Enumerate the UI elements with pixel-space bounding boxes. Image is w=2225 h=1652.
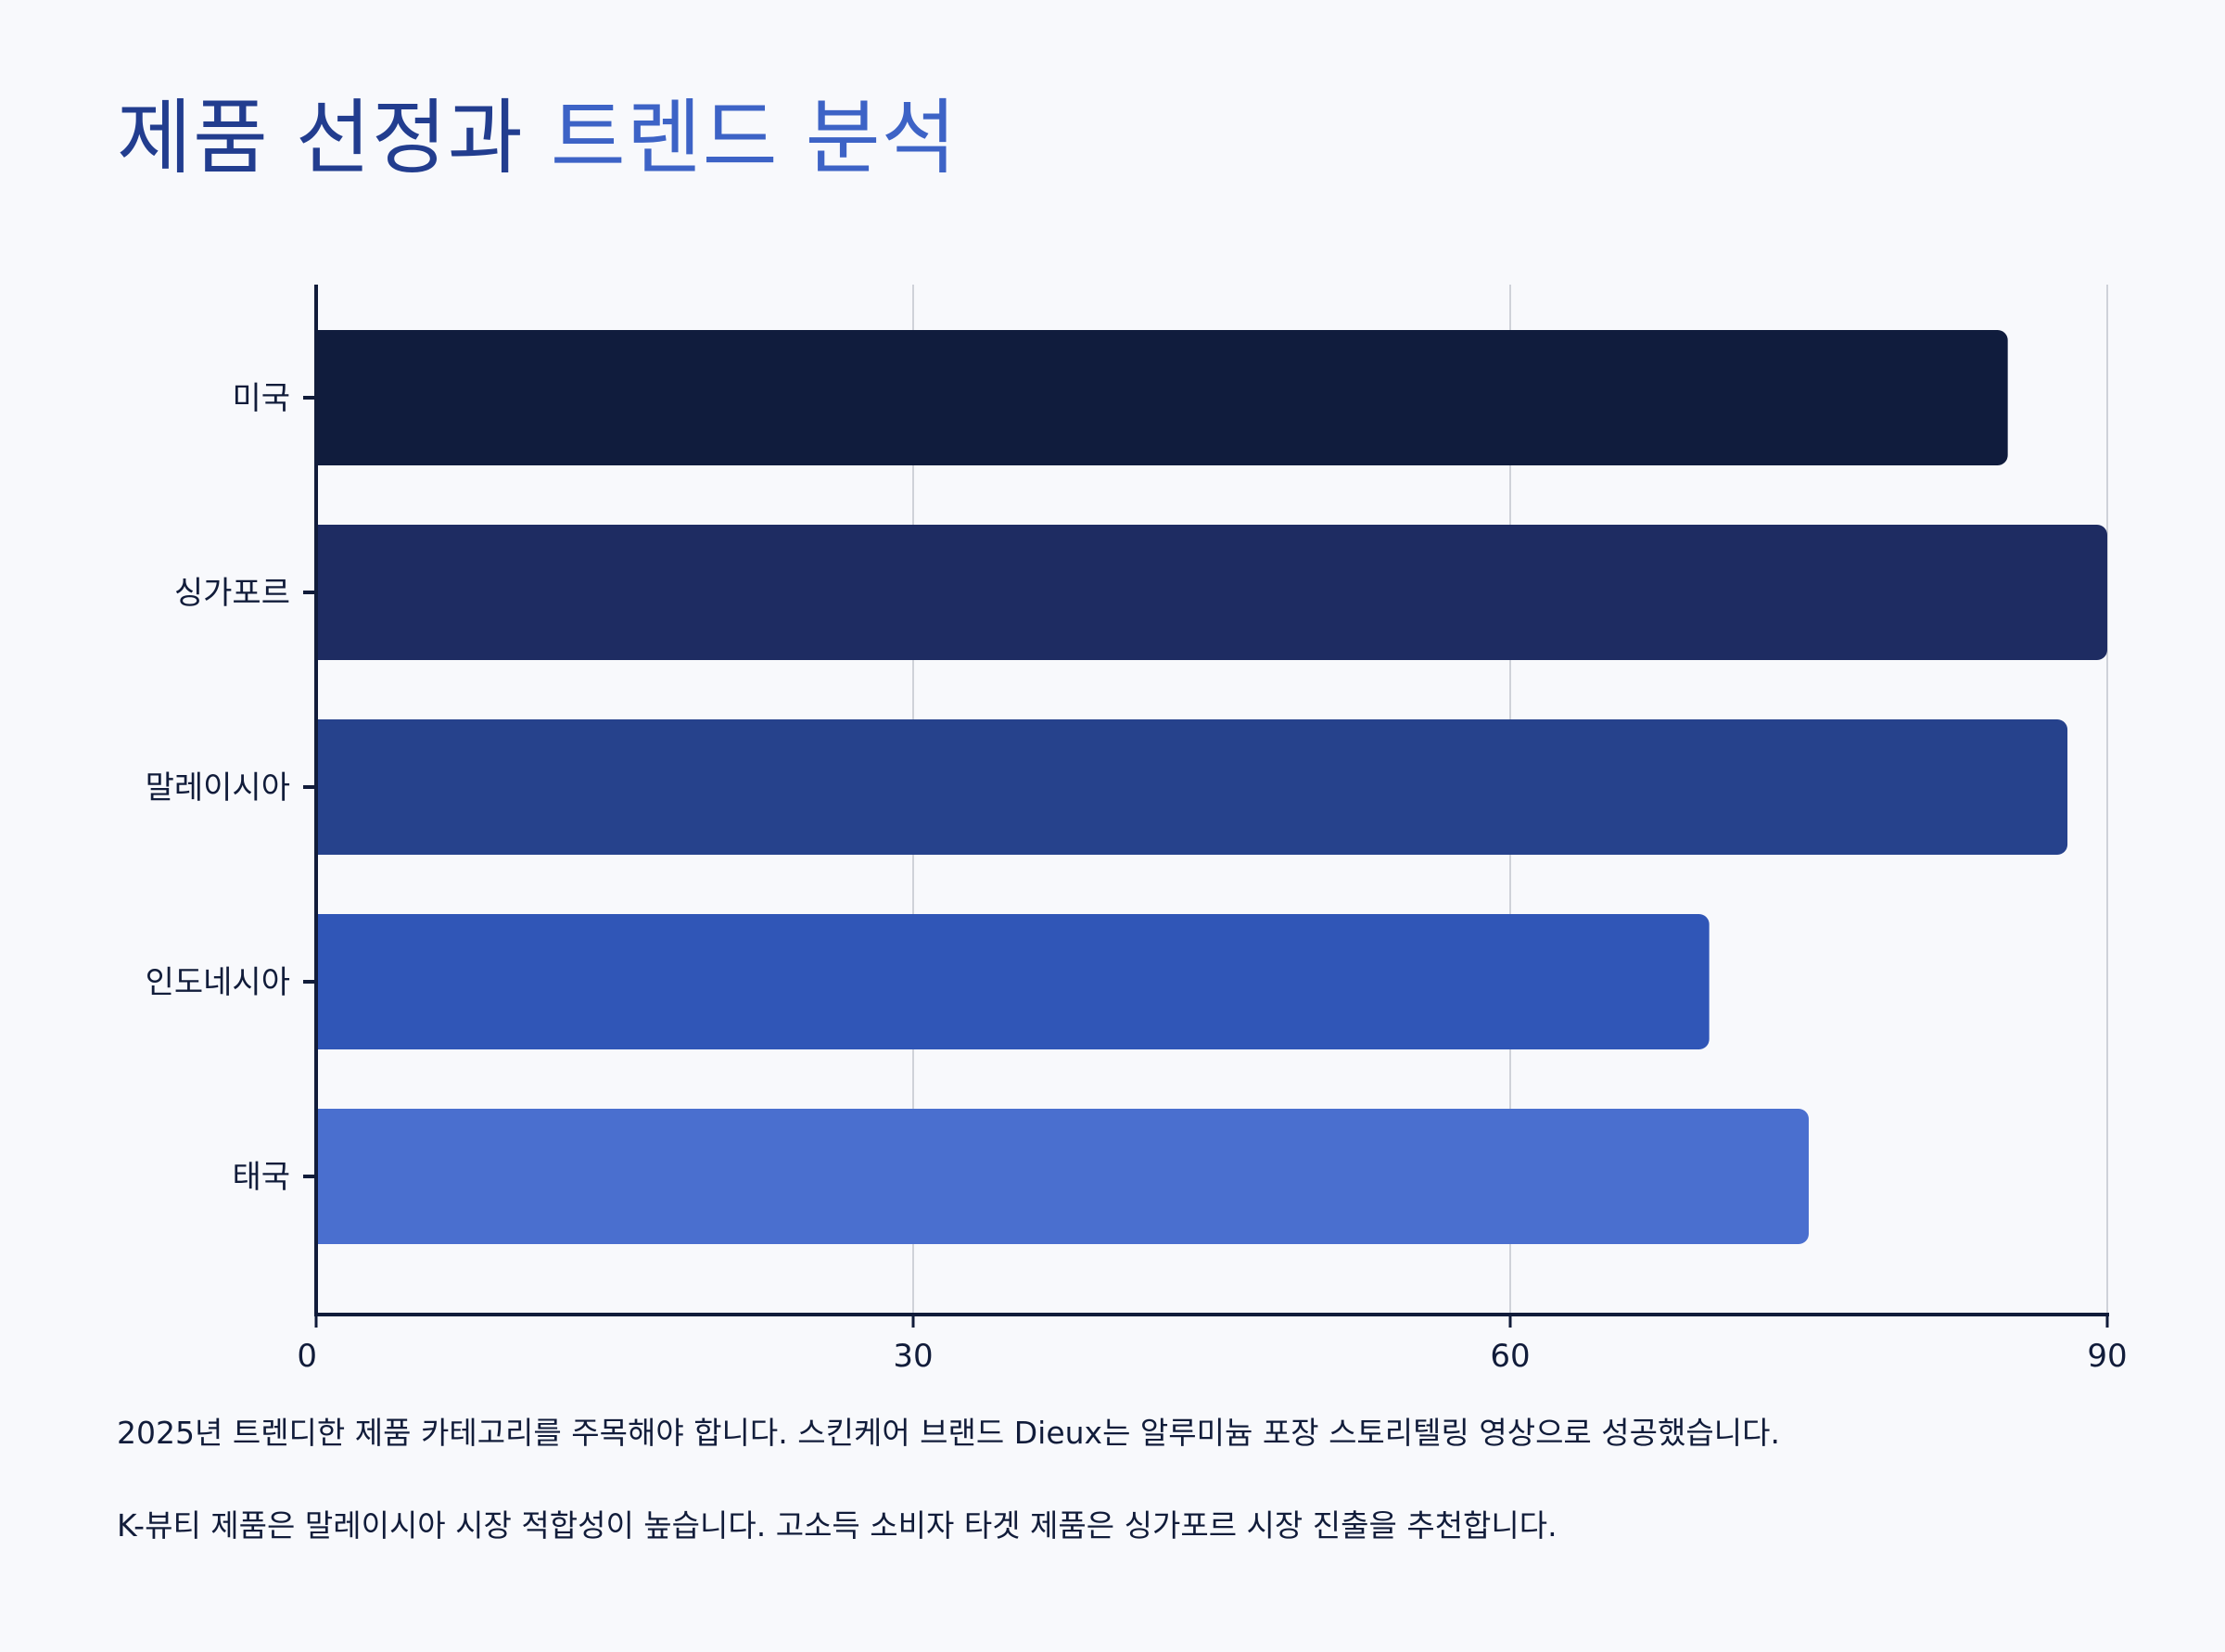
y-tick-label: 말레이시아: [146, 769, 290, 807]
x-tick-label: 90: [2087, 1338, 2127, 1375]
bar-base: [316, 1109, 335, 1244]
page-title: 제품 선정과 트렌드 분석: [117, 89, 958, 187]
bar: [316, 719, 2068, 855]
bar-base: [316, 914, 335, 1049]
note-1: 2025년 트렌디한 제품 카테고리를 주목해야 합니다. 스킨케어 브랜드 D…: [117, 1415, 1780, 1451]
y-tick-label: 미국: [232, 380, 290, 417]
bar: [316, 330, 2008, 465]
y-tick-label: 싱가포르: [174, 575, 290, 612]
x-tick-label: 60: [1490, 1338, 1530, 1375]
y-tick-label: 태국: [232, 1159, 290, 1196]
notes: 2025년 트렌디한 제품 카테고리를 주목해야 합니다. 스킨케어 브랜드 D…: [117, 1415, 2110, 1600]
bar: [316, 1109, 1809, 1244]
x-tick-label: 0: [297, 1338, 317, 1375]
note-2: K-뷰티 제품은 말레이시아 시장 적합성이 높습니다. 고소득 소비자 타겟 …: [117, 1507, 1558, 1544]
bar: [316, 525, 2107, 660]
bar-base: [316, 330, 335, 465]
bar-base: [316, 525, 335, 660]
title-part-2: 트렌드 분석: [550, 90, 958, 185]
title-part-1: 제품 선정과: [117, 90, 524, 185]
bar-base: [316, 719, 335, 855]
y-tick-label: 인도네시아: [146, 964, 290, 1001]
x-tick-label: 30: [893, 1338, 933, 1375]
bar: [316, 914, 1710, 1049]
